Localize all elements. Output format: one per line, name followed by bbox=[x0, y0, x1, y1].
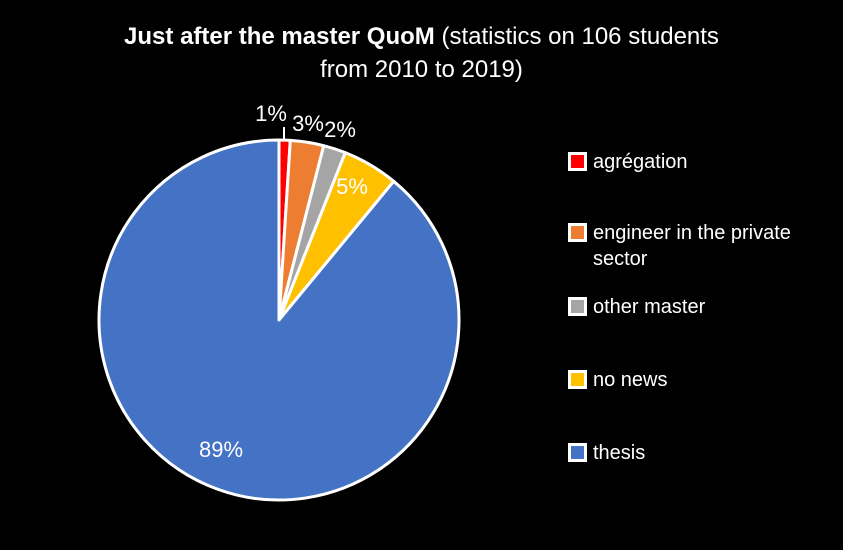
pie-label-thesis: 89% bbox=[198, 437, 244, 462]
legend-label: engineer in the private sector bbox=[593, 222, 791, 270]
chart-title-line2: from 2010 to 2019) bbox=[320, 56, 523, 83]
legend-label: agrégation bbox=[593, 151, 688, 173]
legend-swatch-thesis bbox=[568, 443, 587, 462]
legend-swatch-other-master bbox=[568, 297, 587, 316]
legend-item-agregation: agrégation bbox=[568, 149, 838, 175]
chart-title-bold: Just after the master QuoM bbox=[124, 23, 435, 50]
legend-item-no-news: no news bbox=[568, 367, 838, 393]
chart-title: Just after the master QuoM (statistics o… bbox=[0, 20, 843, 86]
legend-swatch-agregation bbox=[568, 152, 587, 171]
pie-label-no-news: 5% bbox=[336, 174, 368, 199]
pie-label-agregation: 1% bbox=[255, 101, 287, 126]
pie-slice-thesis bbox=[97, 138, 461, 502]
legend-item-thesis: thesis bbox=[568, 440, 838, 466]
pie-label-engineer: 3% bbox=[292, 111, 324, 136]
legend-label: thesis bbox=[593, 442, 646, 464]
legend-item-other-master: other master bbox=[568, 294, 838, 320]
chart-title-subtitle: (statistics on 106 students bbox=[434, 23, 719, 50]
chart-title-line1: Just after the master QuoM (statistics o… bbox=[0, 20, 843, 53]
pie-label-other-master: 2% bbox=[324, 117, 356, 142]
legend-label: no news bbox=[593, 369, 668, 391]
label-leader-line bbox=[283, 127, 285, 141]
legend-swatch-engineer bbox=[568, 223, 587, 242]
legend-label: other master bbox=[593, 296, 706, 318]
legend-swatch-no-news bbox=[568, 370, 587, 389]
legend-item-engineer: engineer in the private sector bbox=[568, 220, 838, 272]
